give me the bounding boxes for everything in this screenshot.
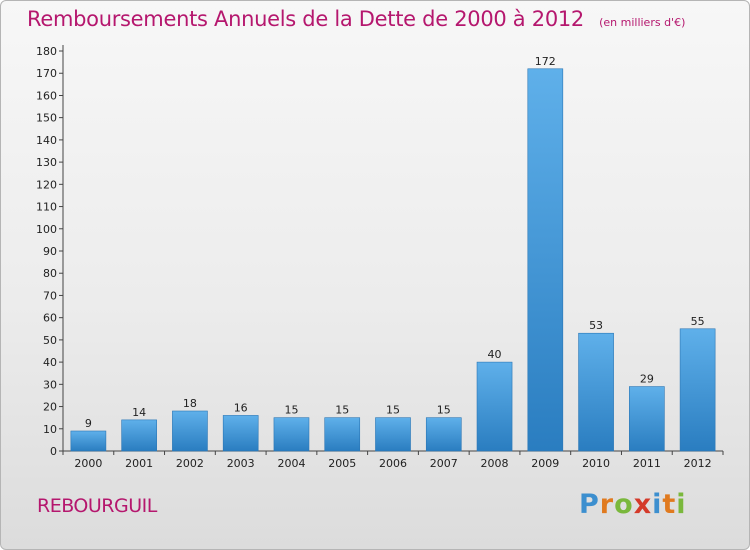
y-tick-label: 80 [43, 267, 57, 280]
data-label: 172 [535, 55, 556, 68]
data-label: 15 [386, 404, 400, 417]
x-tick-label: 2009 [531, 457, 559, 470]
data-label: 15 [335, 404, 349, 417]
bar [172, 410, 208, 452]
bar [679, 328, 716, 452]
y-tick-label: 40 [43, 356, 57, 369]
data-label: 18 [183, 397, 197, 410]
data-label: 15 [284, 404, 298, 417]
city-name: REBOURGUIL [37, 495, 157, 517]
y-tick-label: 100 [36, 223, 57, 236]
x-tick-label: 2008 [481, 457, 509, 470]
bar [70, 430, 107, 452]
x-tick-label: 2011 [633, 457, 661, 470]
bar [375, 417, 411, 452]
y-tick-label: 180 [36, 45, 57, 58]
y-tick-label: 160 [36, 89, 57, 102]
bar [324, 417, 361, 452]
y-tick-label: 60 [43, 312, 57, 325]
bar [578, 332, 614, 452]
data-label: 29 [640, 373, 654, 386]
y-tick-label: 120 [36, 178, 57, 191]
title-row: Remboursements Annuels de la Dette de 20… [27, 7, 685, 31]
x-tick-label: 2012 [684, 457, 712, 470]
y-tick-label: 130 [36, 156, 57, 169]
bar [273, 417, 310, 452]
x-tick-label: 2006 [379, 457, 407, 470]
bar [527, 68, 564, 452]
y-tick-label: 90 [43, 245, 57, 258]
bar [121, 419, 157, 452]
x-tick-label: 2000 [74, 457, 102, 470]
y-tick-label: 70 [43, 289, 57, 302]
chart-title: Remboursements Annuels de la Dette de 20… [27, 7, 584, 31]
y-tick-label: 50 [43, 334, 57, 347]
y-tick-label: 30 [43, 378, 57, 391]
bar [476, 361, 513, 452]
x-tick-label: 2010 [582, 457, 610, 470]
logo-letter: i [676, 489, 687, 520]
data-label: 14 [132, 406, 146, 419]
x-tick-label: 2007 [430, 457, 458, 470]
logo-letter: x [633, 489, 653, 520]
data-label: 55 [691, 315, 705, 328]
y-tick-label: 110 [36, 201, 57, 214]
y-tick-label: 170 [36, 67, 57, 80]
x-tick-label: 2005 [328, 457, 356, 470]
chart-subtitle: (en milliers d'€) [599, 16, 686, 29]
y-tick-label: 10 [43, 423, 57, 436]
x-tick-label: 2004 [277, 457, 305, 470]
logo-letter: i [652, 489, 663, 520]
logo-letter: P [579, 489, 600, 520]
y-tick-label: 150 [36, 112, 57, 125]
y-tick-label: 0 [50, 445, 57, 458]
bar [629, 386, 665, 452]
data-label: 15 [437, 404, 451, 417]
x-tick-label: 2003 [227, 457, 255, 470]
logo-letter: r [599, 489, 615, 520]
bar [425, 417, 462, 452]
data-label: 16 [234, 401, 248, 414]
data-label: 53 [589, 319, 603, 332]
data-label: 40 [488, 348, 502, 361]
logo-letter: t [662, 489, 677, 520]
y-tick-label: 140 [36, 134, 57, 147]
y-tick-label: 20 [43, 401, 57, 414]
x-tick-label: 2001 [125, 457, 153, 470]
bar [222, 415, 259, 452]
proxiti-logo: Proxiti [579, 489, 687, 520]
logo-letter: o [614, 489, 634, 520]
x-tick-label: 2002 [176, 457, 204, 470]
data-label: 9 [85, 417, 92, 430]
